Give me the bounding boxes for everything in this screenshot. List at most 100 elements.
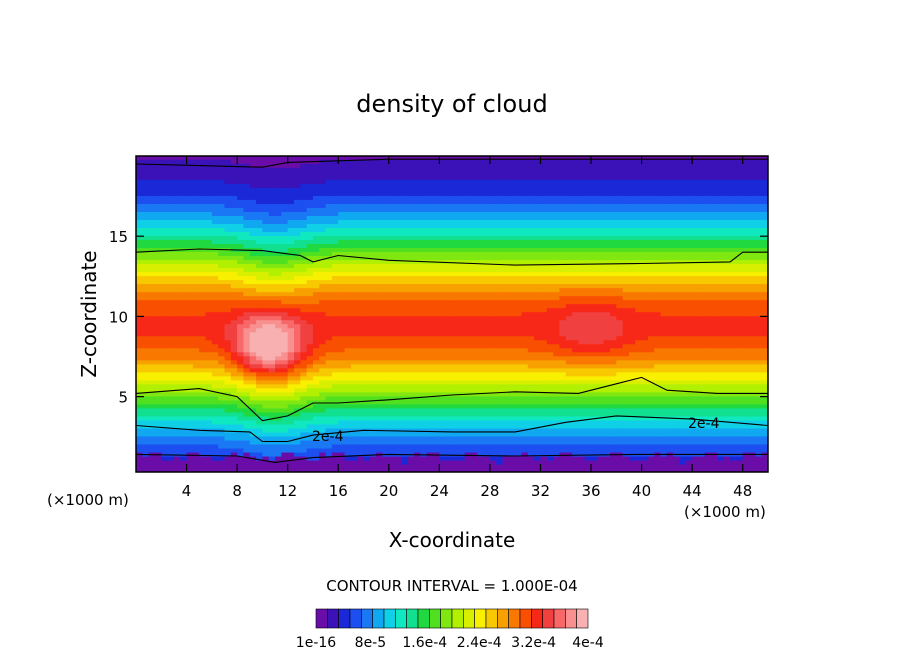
field-cell	[458, 359, 466, 365]
field-cell	[483, 175, 491, 180]
field-cell	[357, 287, 365, 293]
field-cell	[508, 311, 516, 317]
field-cell	[237, 156, 245, 160]
field-cell	[452, 299, 459, 305]
field-cell	[369, 211, 377, 216]
field-cell	[395, 251, 403, 257]
field-cell	[218, 343, 226, 349]
field-cell	[445, 283, 453, 289]
field-cell	[502, 195, 510, 200]
field-cell	[180, 447, 188, 453]
field-cell	[527, 199, 535, 204]
field-cell	[230, 435, 238, 441]
field-cell	[401, 207, 409, 212]
field-cell	[395, 335, 403, 341]
field-cell	[218, 439, 226, 445]
field-cell	[508, 267, 516, 273]
field-cell	[237, 319, 245, 325]
field-cell	[483, 451, 491, 457]
field-cell	[445, 231, 453, 236]
field-cell	[483, 387, 491, 393]
field-cell	[262, 375, 270, 381]
field-cell	[338, 431, 346, 437]
field-cell	[142, 179, 150, 184]
field-cell	[477, 383, 485, 389]
field-cell	[142, 259, 150, 265]
field-cell	[344, 427, 352, 433]
field-cell	[369, 179, 377, 184]
field-cell	[205, 179, 213, 184]
field-cell	[483, 455, 491, 461]
field-cell	[369, 231, 377, 236]
field-cell	[395, 243, 403, 249]
field-cell	[243, 343, 251, 349]
field-cell	[489, 375, 497, 381]
field-cell	[363, 179, 371, 184]
field-cell	[515, 379, 523, 385]
field-cell	[256, 463, 263, 469]
field-cell	[173, 311, 181, 317]
field-cell	[433, 351, 440, 357]
field-cell	[338, 183, 346, 188]
field-cell	[262, 275, 270, 281]
field-cell	[249, 427, 257, 433]
field-cell	[508, 219, 516, 224]
field-cell	[249, 203, 257, 208]
field-cell	[312, 323, 320, 329]
field-cell	[496, 355, 504, 361]
field-cell	[300, 299, 308, 305]
field-cell	[224, 203, 232, 208]
field-cell	[148, 435, 156, 441]
field-cell	[306, 463, 314, 469]
field-cell	[199, 311, 207, 317]
field-cell	[426, 431, 434, 437]
field-cell	[414, 431, 421, 437]
field-cell	[483, 303, 491, 309]
field-cell	[142, 391, 150, 397]
field-cell	[142, 363, 150, 369]
field-cell	[167, 359, 175, 365]
field-cell	[470, 247, 478, 253]
field-cell	[256, 311, 263, 317]
field-cell	[186, 303, 194, 309]
field-cell	[161, 383, 169, 389]
field-cell	[167, 199, 175, 204]
field-cell	[256, 339, 263, 345]
field-cell	[237, 327, 245, 333]
field-cell	[186, 355, 194, 361]
field-cell	[205, 251, 213, 257]
field-cell	[515, 399, 523, 405]
field-cell	[154, 203, 162, 208]
field-cell	[237, 367, 245, 373]
field-cell	[142, 415, 150, 421]
field-cell	[420, 467, 428, 472]
field-cell	[294, 339, 301, 345]
field-cell	[224, 271, 232, 277]
field-cell	[458, 219, 466, 224]
field-cell	[395, 156, 403, 160]
field-cell	[180, 191, 188, 196]
field-cell	[414, 195, 421, 200]
field-cell	[300, 343, 308, 349]
field-cell	[452, 451, 459, 457]
field-cell	[357, 211, 365, 216]
field-cell	[211, 335, 219, 341]
field-cell	[477, 275, 485, 281]
field-cell	[256, 343, 263, 349]
field-cell	[350, 383, 358, 389]
field-cell	[167, 311, 175, 317]
field-cell	[275, 427, 282, 433]
field-cell	[205, 415, 213, 421]
field-cell	[275, 259, 282, 265]
field-cell	[154, 327, 162, 333]
field-cell	[496, 159, 504, 164]
field-cell	[287, 315, 295, 321]
field-cell	[445, 399, 453, 405]
field-cell	[136, 319, 143, 325]
field-cell	[186, 191, 194, 196]
field-cell	[502, 287, 510, 293]
field-cell	[275, 263, 282, 269]
field-cell	[452, 175, 459, 180]
field-cell	[483, 271, 491, 277]
field-cell	[319, 156, 327, 160]
